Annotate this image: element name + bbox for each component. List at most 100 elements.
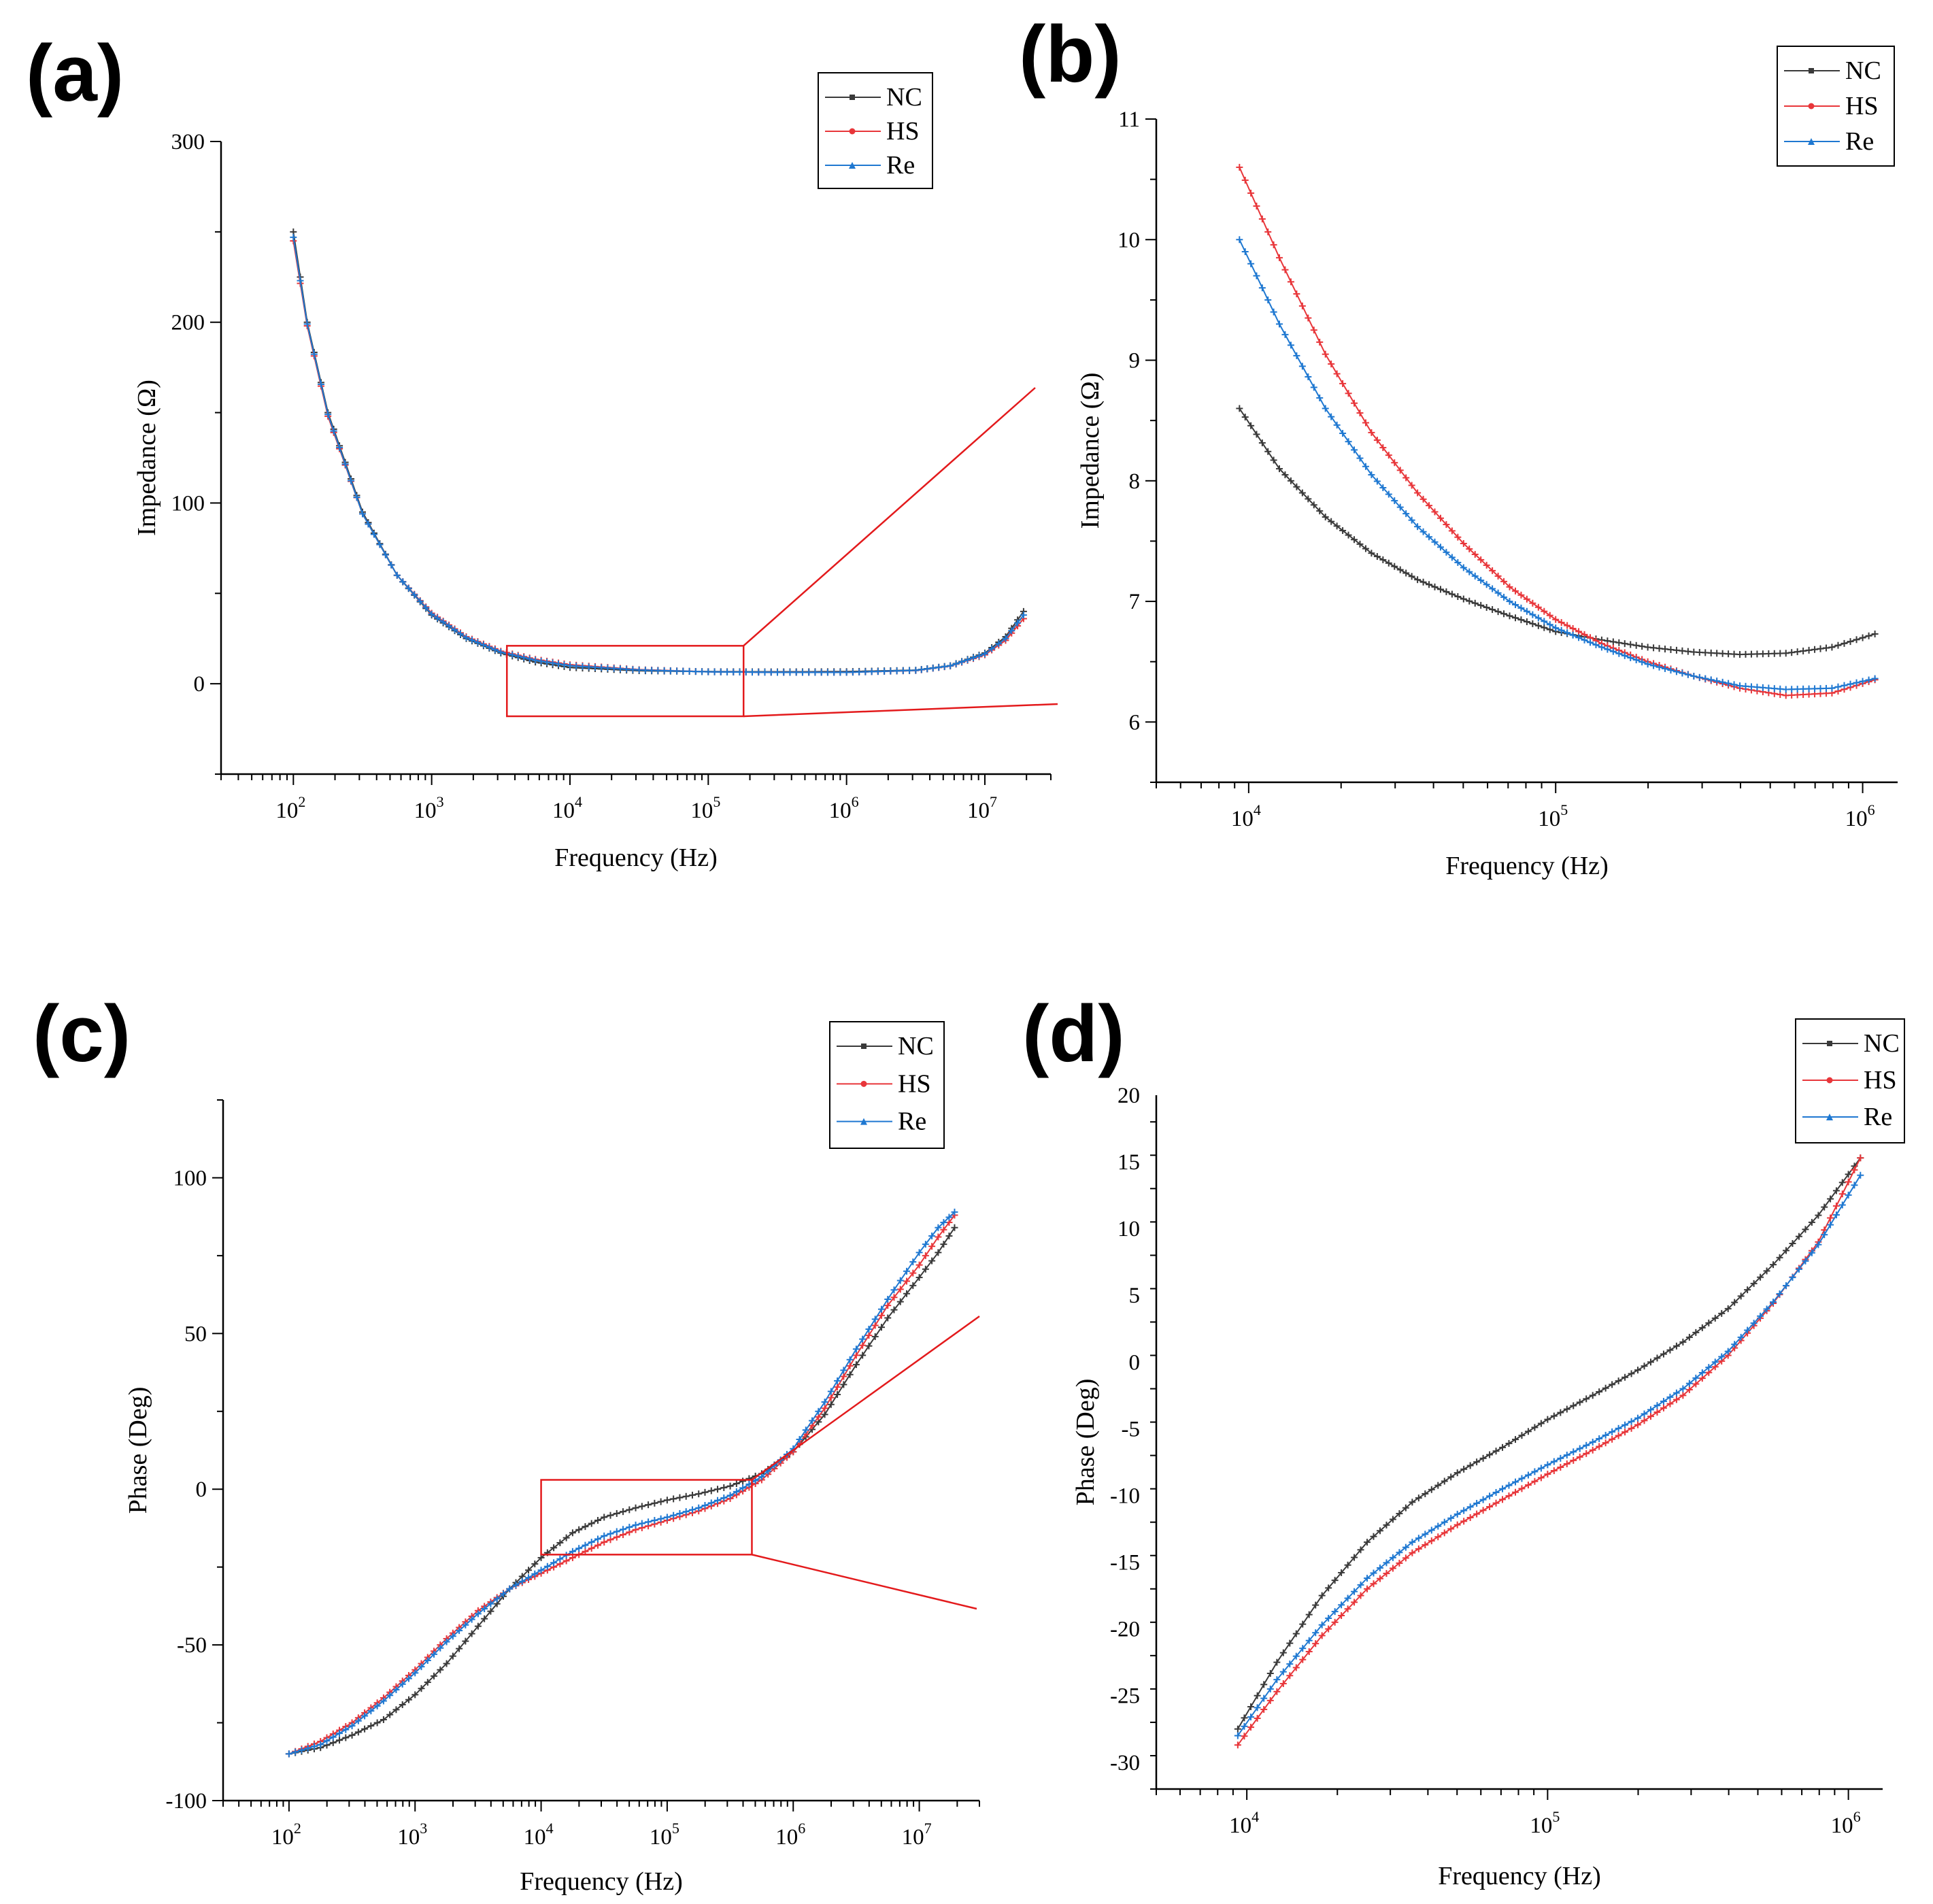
legend-label-NC: NC xyxy=(1864,1029,1900,1058)
y-tick-label: -30 xyxy=(1110,1751,1140,1775)
x-tick-label: 107 xyxy=(967,793,997,823)
legend-marker-triangle-icon xyxy=(860,1118,867,1125)
series-line-Re xyxy=(1237,1175,1862,1737)
legend-marker-square-icon xyxy=(850,95,855,100)
x-tick-label: 103 xyxy=(397,1820,427,1850)
y-tick-label: 0 xyxy=(194,672,205,697)
plot-area-d: -30 -25 -20 -15 -10 -5 0 5 10 15 20 104 105 106 Freque… xyxy=(1071,1018,1905,1890)
legend-marker-circle-icon xyxy=(1808,103,1815,110)
series-NC-c xyxy=(285,1224,958,1758)
x-tick-label: 102 xyxy=(271,1820,301,1850)
legend-label-Re: Re xyxy=(1864,1103,1892,1131)
legend-label-Re: Re xyxy=(1845,127,1874,156)
series-Re-d xyxy=(1234,1171,1864,1739)
series-HS-c xyxy=(285,1212,958,1758)
zoom-connectors xyxy=(506,387,1058,1610)
legend-marker-circle-icon xyxy=(849,128,856,135)
series-HS-b xyxy=(1236,163,1879,699)
legend-label-Re: Re xyxy=(886,151,915,180)
series-NC-d xyxy=(1234,1154,1864,1733)
y-tick-label: 20 xyxy=(1117,1084,1140,1108)
series-line-HS xyxy=(292,240,1024,673)
legend-marker-triangle-icon xyxy=(849,162,856,169)
series-line-NC xyxy=(288,1227,956,1755)
legend-marker-square-icon xyxy=(1809,68,1814,73)
series-line-HS xyxy=(288,1214,956,1755)
series-NC-b xyxy=(1236,405,1879,658)
y-tick-label: 15 xyxy=(1117,1150,1140,1175)
y-tick-label: 300 xyxy=(171,130,205,154)
zoom-connector-bottom-c xyxy=(752,1554,977,1610)
series-line-HS xyxy=(1239,167,1875,697)
y-tick-label: 0 xyxy=(1129,1350,1141,1375)
legend-c: NC HS Re xyxy=(829,1021,945,1149)
panel-label-b: (b) xyxy=(1019,10,1122,99)
zoom-connector-top-c xyxy=(751,1315,980,1481)
series-line-Re xyxy=(1239,239,1875,690)
x-tick-label: 105 xyxy=(650,1820,679,1850)
y-tick-label: 0 xyxy=(196,1477,207,1502)
series-line-HS xyxy=(1237,1157,1862,1746)
y-axis-title-a: Impedance (Ω) xyxy=(133,380,161,536)
y-tick-label: 8 xyxy=(1129,469,1141,494)
y-axis-title-b: Impedance (Ω) xyxy=(1076,373,1105,529)
plot-area-b: 6 7 8 9 10 11 104 105 106 Frequency (Hz) Impedance… xyxy=(1076,46,1898,880)
zoom-box-a xyxy=(506,645,745,718)
series-Re-a xyxy=(290,233,1027,676)
panel-label-c: (c) xyxy=(33,989,131,1079)
x-tick-label: 106 xyxy=(1845,801,1875,831)
y-tick-label: 9 xyxy=(1129,349,1141,373)
legend-marker-triangle-icon xyxy=(1808,138,1815,145)
x-tick-label: 107 xyxy=(902,1820,932,1850)
legend-marker-circle-icon xyxy=(1826,1077,1833,1084)
x-axis-title-b: Frequency (Hz) xyxy=(1445,852,1609,880)
legend-label-NC: NC xyxy=(1845,56,1881,85)
panel-label-a: (a) xyxy=(26,29,124,118)
x-tick-label: 105 xyxy=(690,793,720,823)
legend-label-HS: HS xyxy=(898,1069,931,1098)
y-tick-label: -100 xyxy=(166,1789,207,1814)
legend-d: NC HS Re xyxy=(1795,1018,1905,1143)
y-tick-label: -50 xyxy=(177,1633,207,1658)
y-tick-label: 200 xyxy=(171,311,205,335)
series-HS-d xyxy=(1234,1154,1864,1749)
legend-a: NC HS Re xyxy=(818,72,933,189)
zoom-box-c xyxy=(540,1479,753,1556)
x-tick-label: 104 xyxy=(1231,801,1261,831)
legend-label-Re: Re xyxy=(898,1107,926,1136)
x-tick-label: 105 xyxy=(1530,1808,1560,1838)
series-HS-a xyxy=(290,237,1027,676)
x-tick-label: 106 xyxy=(829,793,859,823)
legend-label-HS: HS xyxy=(1864,1066,1897,1095)
x-axis-title-a: Frequency (Hz) xyxy=(554,844,718,872)
y-tick-label: -10 xyxy=(1110,1484,1140,1508)
series-line-NC xyxy=(1239,407,1875,656)
y-tick-label: 10 xyxy=(1117,228,1140,252)
legend-label-HS: HS xyxy=(1845,92,1879,120)
y-tick-label: 50 xyxy=(184,1322,207,1346)
series-Re-b xyxy=(1236,236,1879,693)
y-tick-label: 100 xyxy=(171,491,205,516)
x-tick-label: 102 xyxy=(275,793,305,823)
x-tick-label: 104 xyxy=(552,793,582,823)
series-line-Re xyxy=(288,1212,956,1755)
y-tick-label: 11 xyxy=(1118,107,1140,132)
panel-c: (c) -100 -50 0 50 100 102 103 104 105 106 107 Frequ… xyxy=(33,989,980,1896)
x-axis-title-c: Frequency (Hz) xyxy=(520,1867,683,1896)
panel-b: (b) 6 7 8 9 10 11 104 105 106 Frequency (Hz) Imped… xyxy=(1019,10,1898,880)
legend-marker-triangle-icon xyxy=(1826,1114,1833,1120)
y-tick-label: -20 xyxy=(1110,1618,1140,1642)
y-tick-label: -5 xyxy=(1122,1417,1141,1441)
legend-marker-circle-icon xyxy=(860,1080,867,1087)
y-tick-label: 100 xyxy=(173,1166,207,1190)
x-tick-label: 103 xyxy=(414,793,444,823)
series-Re-c xyxy=(285,1208,958,1758)
y-tick-label: 5 xyxy=(1129,1284,1141,1308)
y-tick-label: 10 xyxy=(1117,1217,1140,1241)
legend-label-HS: HS xyxy=(886,117,920,146)
series-line-NC xyxy=(292,231,1024,673)
legend-marker-square-icon xyxy=(1827,1041,1832,1046)
series-NC-a xyxy=(290,228,1027,675)
panel-label-d: (d) xyxy=(1022,989,1125,1079)
